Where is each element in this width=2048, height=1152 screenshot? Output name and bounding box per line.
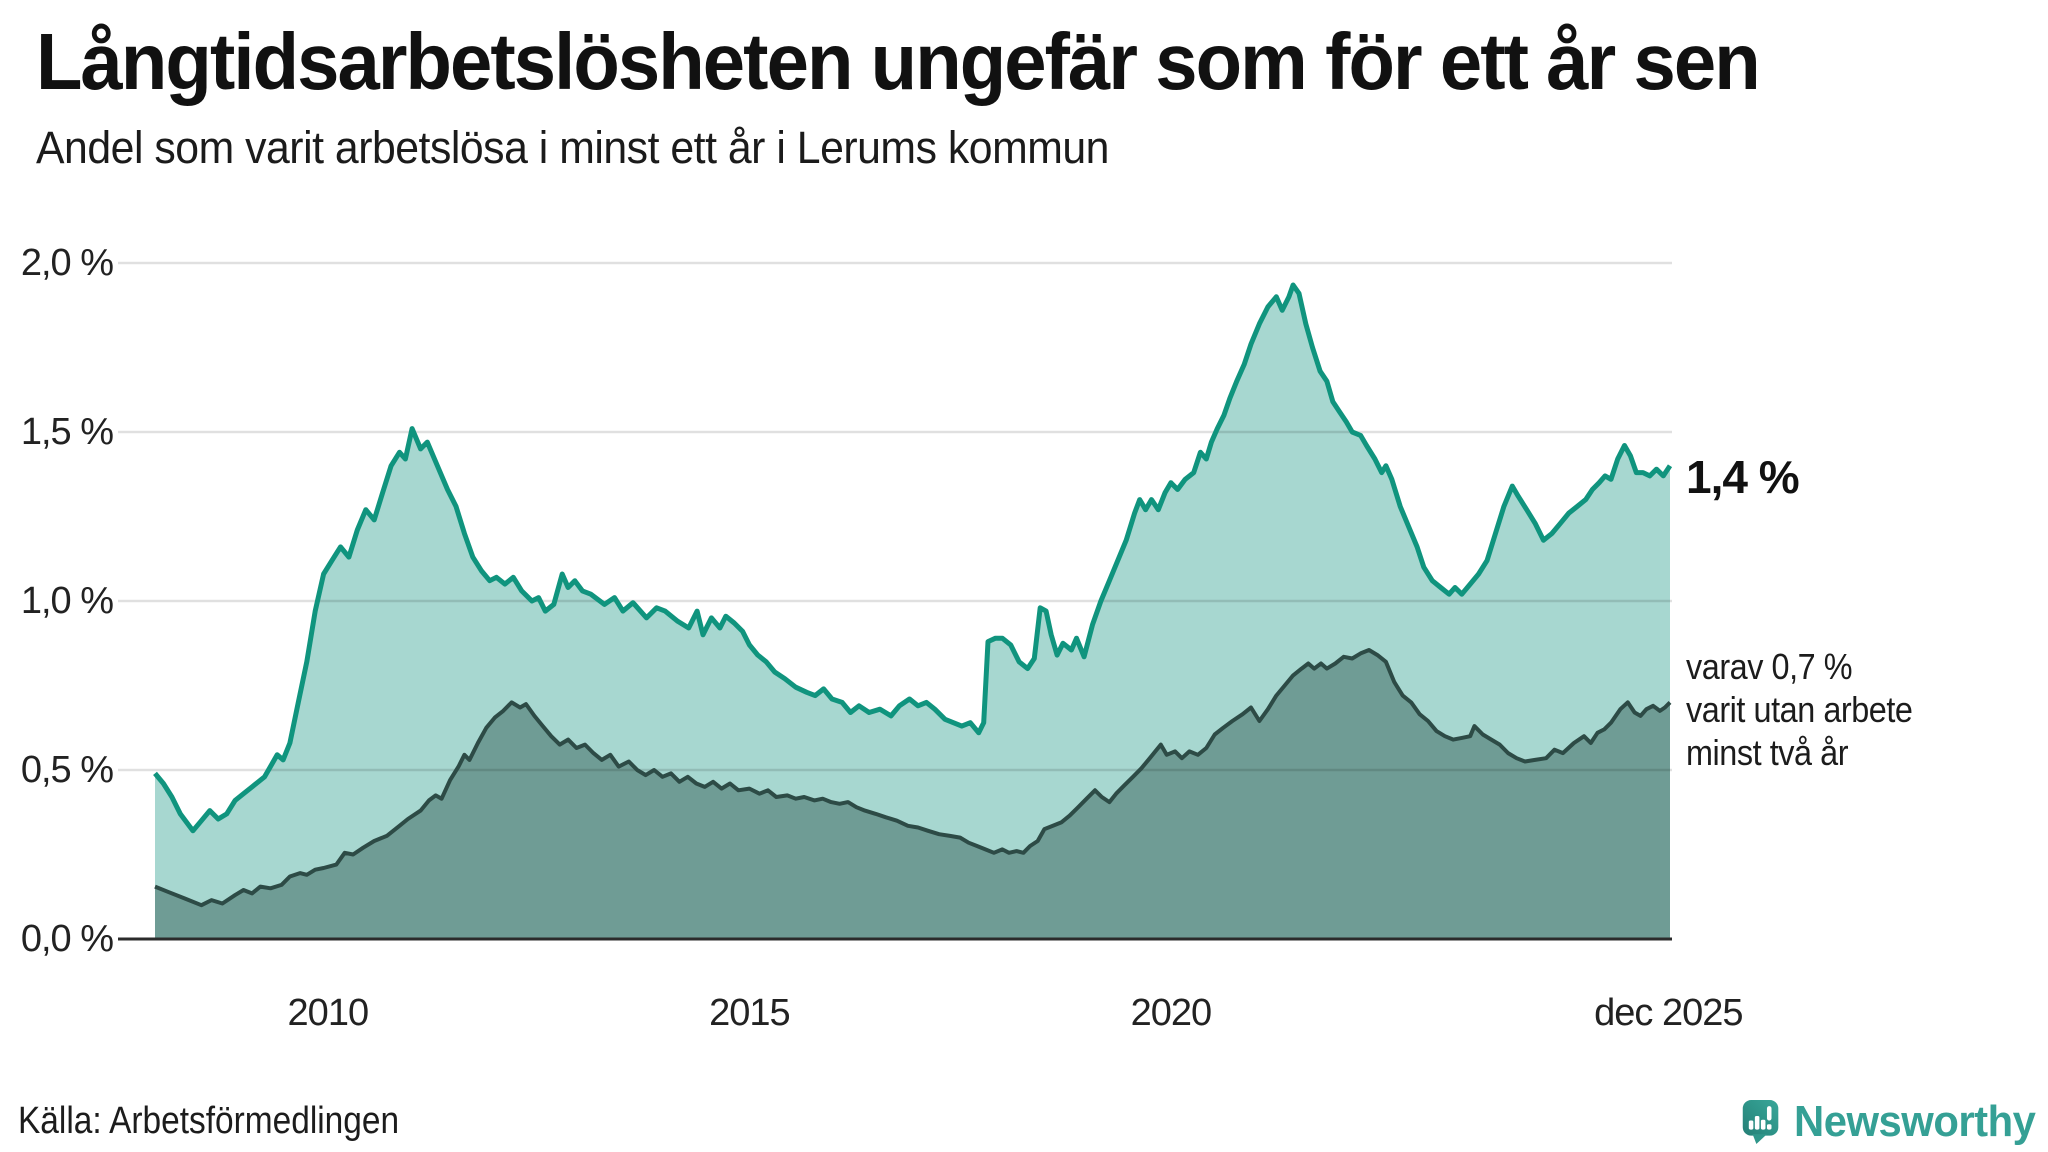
two-year-annotation: varav 0,7 % varit utan arbete minst två … xyxy=(1686,645,1913,774)
y-tick-0-0: 0,0 % xyxy=(20,918,114,960)
source-attribution: Källa: Arbetsförmedlingen xyxy=(18,1100,400,1142)
two-year-annotation-line2: varit utan arbete xyxy=(1686,689,1913,730)
two-year-annotation-line1: varav 0,7 % xyxy=(1686,646,1853,687)
series-line-2yr xyxy=(154,648,1672,908)
x-tick-2015: 2015 xyxy=(709,992,791,1034)
y-tick-1-5: 1,5 % xyxy=(20,411,114,453)
y-tick-2-0: 2,0 % xyxy=(20,242,114,284)
page-title: Långtidsarbetslösheten ungefär som för e… xyxy=(36,17,1761,106)
x-tick-2010: 2010 xyxy=(287,992,370,1034)
gridlines xyxy=(118,261,1672,772)
series-line-1yr xyxy=(153,282,1673,834)
newsworthy-wordmark: Newsworthy xyxy=(1793,1097,2036,1146)
y-tick-0-5: 0,5 % xyxy=(20,749,114,791)
y-tick-1-0: 1,0 % xyxy=(20,580,114,622)
newsworthy-logo-icon xyxy=(1742,1100,1779,1144)
x-tick-dec-2025: dec 2025 xyxy=(1594,992,1743,1034)
x-tick-2020: 2020 xyxy=(1130,992,1213,1034)
newsworthy-logo: Newsworthy xyxy=(1742,1092,2048,1152)
page-subtitle: Andel som varit arbetslösa i minst ett å… xyxy=(36,122,1109,173)
two-year-annotation-line3: minst två år xyxy=(1686,732,1849,773)
area-fill-2yr xyxy=(155,650,1670,939)
latest-value-label: 1,4 % xyxy=(1686,451,1800,503)
